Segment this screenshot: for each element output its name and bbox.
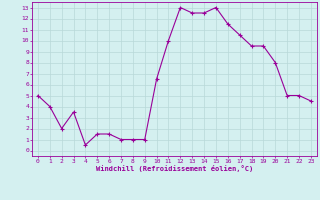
X-axis label: Windchill (Refroidissement éolien,°C): Windchill (Refroidissement éolien,°C) [96, 165, 253, 172]
